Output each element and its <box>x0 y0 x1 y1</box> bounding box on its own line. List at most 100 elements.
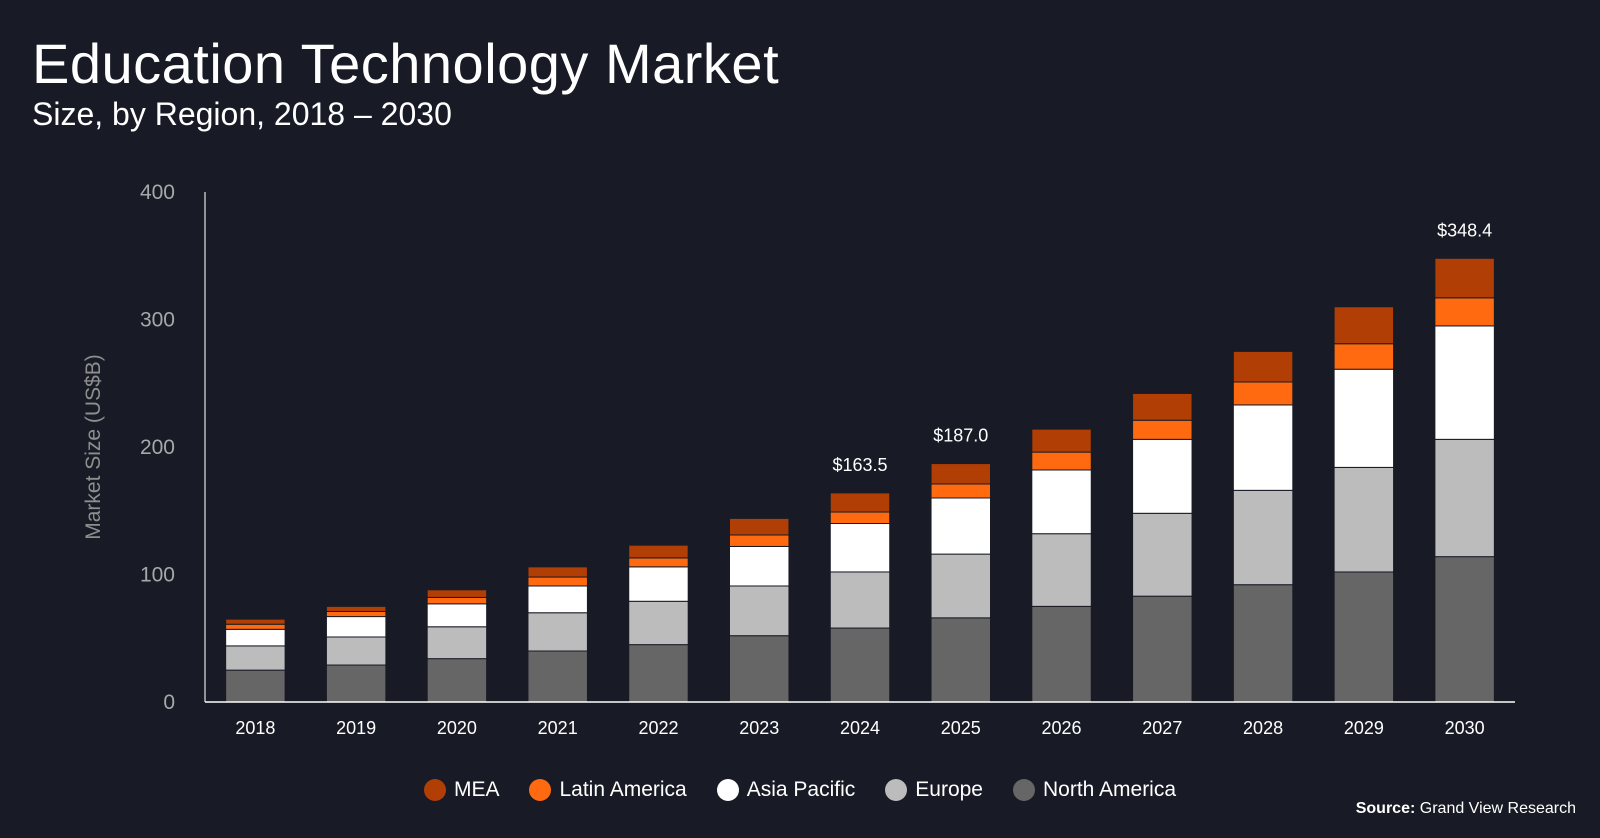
bar-segment-north-america-2029 <box>1333 571 1395 703</box>
chart-subtitle: Size, by Region, 2018 – 2030 <box>32 96 452 132</box>
stacked-bar-chart: Market Size (US$B) 0 100 200 300 400 2018 201… <box>82 181 1515 738</box>
data-label-total: $163.5 <box>832 455 887 475</box>
bar-segment-asia-pacific-2030 <box>1434 325 1495 440</box>
bar-segment-asia-pacific-2023 <box>729 545 790 587</box>
bar-segment-mea-2029 <box>1333 306 1395 345</box>
bar-segment-mea-2020 <box>426 589 488 598</box>
bar-segment-north-america-2025 <box>930 617 991 703</box>
y-tick-label: 100 <box>140 564 175 587</box>
bar-segment-europe-2018 <box>225 645 286 671</box>
data-label-total: $348.4 <box>1437 220 1492 240</box>
bar-segment-latin-america-2028 <box>1232 381 1294 406</box>
bar-segment-mea-2021 <box>527 566 588 578</box>
bar-segment-europe-2028 <box>1232 489 1294 586</box>
bar-segment-europe-2026 <box>1031 533 1092 607</box>
x-tick-label: 2022 <box>638 718 678 738</box>
legend-swatch <box>716 779 739 801</box>
bar-segment-north-america-2028 <box>1232 584 1294 703</box>
x-tick-label: 2028 <box>1243 718 1283 738</box>
bar-segment-north-america-2019 <box>325 664 387 703</box>
bar-segment-europe-2030 <box>1434 438 1495 558</box>
x-tick-label: 2025 <box>941 718 981 738</box>
bar-segment-europe-2029 <box>1333 466 1395 573</box>
bar-segment-latin-america-2029 <box>1333 343 1395 370</box>
legend-swatch <box>1012 779 1035 801</box>
bar-segment-mea-2022 <box>628 544 689 559</box>
bar-segment-europe-2020 <box>426 626 488 660</box>
source-credit: Source: Grand View Research <box>1356 800 1576 818</box>
bar-segment-asia-pacific-2026 <box>1031 469 1092 535</box>
bar-segment-north-america-2021 <box>527 650 588 703</box>
legend-swatch <box>529 779 552 801</box>
bar-segment-north-america-2018 <box>225 669 286 703</box>
y-tick-label: 0 <box>163 691 175 714</box>
bar-segment-latin-america-2020 <box>426 596 488 605</box>
bar-segment-mea-2027 <box>1132 392 1193 421</box>
bar-segment-north-america-2020 <box>426 658 488 703</box>
legend-label: North America <box>1042 778 1177 801</box>
legend-label: Europe <box>915 778 983 801</box>
bar-segment-asia-pacific-2027 <box>1132 438 1193 514</box>
bar-segment-north-america-2030 <box>1434 556 1495 703</box>
bar-segment-latin-america-2026 <box>1031 451 1092 471</box>
bar-segment-latin-america-2018 <box>225 623 286 630</box>
bar-segment-north-america-2026 <box>1031 605 1092 703</box>
y-axis-title: Market Size (US$B) <box>82 354 105 540</box>
bar-segment-asia-pacific-2018 <box>225 628 286 647</box>
bar-segment-mea-2025 <box>930 463 991 485</box>
bar-segment-mea-2026 <box>1031 428 1092 453</box>
bar-segment-north-america-2027 <box>1132 595 1193 703</box>
x-tick-label: 2023 <box>739 718 779 738</box>
x-tick-label: 2024 <box>840 718 880 738</box>
bar-segment-mea-2028 <box>1232 350 1294 383</box>
bar-segment-latin-america-2027 <box>1132 419 1193 440</box>
legend-item: MEA <box>423 778 500 802</box>
bar-segment-europe-2024 <box>829 571 891 629</box>
bar-segment-north-america-2024 <box>829 627 891 703</box>
bar-segment-north-america-2022 <box>628 644 689 703</box>
bar-segment-latin-america-2023 <box>729 534 790 547</box>
bar-segment-latin-america-2025 <box>930 483 991 499</box>
x-tick-label: 2021 <box>538 718 578 738</box>
bar-segment-asia-pacific-2020 <box>426 603 488 628</box>
legend-label: Asia Pacific <box>746 778 856 801</box>
legend-label: Latin America <box>559 778 687 801</box>
bar-segment-mea-2018 <box>225 618 286 625</box>
bar-segment-europe-2021 <box>527 612 588 652</box>
bar-segment-mea-2024 <box>829 492 891 513</box>
source-text: Grand View Research <box>1419 800 1576 817</box>
x-tick-label: 2027 <box>1142 718 1182 738</box>
legend-swatch <box>885 779 908 801</box>
data-label-total: $187.0 <box>933 426 988 446</box>
bar-segment-europe-2023 <box>729 585 790 637</box>
bar-segment-mea-2023 <box>729 517 790 536</box>
chart-title: Education Technology Market <box>32 32 780 95</box>
bar-segment-asia-pacific-2029 <box>1333 368 1395 468</box>
legend-label: MEA <box>453 778 500 801</box>
legend-item: North America <box>1012 778 1177 802</box>
x-tick-label: 2026 <box>1042 718 1082 738</box>
bar-segment-north-america-2023 <box>729 635 790 703</box>
chart-legend: MEA Latin America Asia Pacific Europe North … <box>0 778 1600 802</box>
bar-segment-asia-pacific-2028 <box>1232 404 1294 491</box>
legend-item: Asia Pacific <box>716 778 856 802</box>
bar-segment-latin-america-2019 <box>325 610 387 618</box>
x-tick-label: 2020 <box>437 718 477 738</box>
bar-segment-mea-2030 <box>1434 257 1495 299</box>
bar-segment-asia-pacific-2025 <box>930 497 991 555</box>
bar-segment-latin-america-2030 <box>1434 297 1495 327</box>
x-tick-label: 2029 <box>1344 718 1384 738</box>
source-label: Source: <box>1355 800 1416 817</box>
x-tick-label: 2019 <box>336 718 376 738</box>
x-tick-label: 2030 <box>1445 718 1485 738</box>
bar-segment-europe-2019 <box>325 636 387 666</box>
bar-segment-asia-pacific-2022 <box>628 566 689 602</box>
bar-segment-latin-america-2024 <box>829 511 891 525</box>
bar-segment-europe-2027 <box>1132 512 1193 597</box>
legend-item: Latin America <box>529 778 687 802</box>
bar-segment-europe-2025 <box>930 553 991 619</box>
y-tick-label: 200 <box>140 436 175 459</box>
x-tick-label: 2018 <box>235 718 275 738</box>
bar-segment-mea-2019 <box>325 605 387 612</box>
y-tick-label: 400 <box>140 181 175 204</box>
